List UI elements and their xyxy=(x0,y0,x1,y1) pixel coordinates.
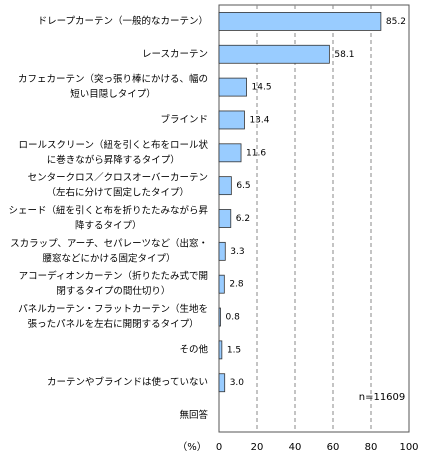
annotation: n=11609 xyxy=(359,392,406,403)
value-label: 85.2 xyxy=(386,17,406,27)
y-tick-label: 降するタイプ） xyxy=(75,220,142,232)
value-label: 3.0 xyxy=(230,378,245,388)
y-tick-label: 張ったパネルを左右に開閉するタイプ） xyxy=(28,318,199,330)
value-label: 14.5 xyxy=(252,83,272,93)
value-label: 6.5 xyxy=(236,181,250,191)
bar xyxy=(218,110,245,130)
y-tick-label: カーテンやブラインドは使っていない xyxy=(47,376,208,388)
x-tick-label: 60 xyxy=(327,442,340,453)
bar xyxy=(218,176,232,196)
bar xyxy=(218,143,242,163)
bar xyxy=(218,307,221,327)
bar xyxy=(218,12,382,31)
value-label: 58.1 xyxy=(334,50,354,60)
y-tick-label: アコーディオンカーテン（折りたたみ式で開 xyxy=(19,270,208,282)
y-tick-label: 腰窓などにかける固定タイプ） xyxy=(43,252,176,264)
y-tick-label: パネルカーテン・フラットカーテン（生地を xyxy=(18,303,208,315)
x-axis-label: （%） xyxy=(177,441,207,453)
y-tick-label: に巻きながら昇降するタイプ） xyxy=(47,154,180,166)
y-tick-label: ブラインド xyxy=(160,113,208,125)
value-label: 13.4 xyxy=(249,115,269,125)
y-tick-label: 短い目隠しタイプ） xyxy=(70,88,156,100)
y-tick-label: 無回答 xyxy=(179,409,208,421)
y-tick-label: （左右に分けて固定したタイプ） xyxy=(47,187,190,199)
y-tick-label: センタークロス／クロスオーバーカーテン xyxy=(28,173,208,184)
value-label: 3.3 xyxy=(230,247,244,257)
bar xyxy=(218,77,247,97)
bar xyxy=(218,209,232,228)
bar xyxy=(218,274,225,294)
y-tick-label: その他 xyxy=(179,343,208,355)
y-tick-label: ロールスクリーン（紐を引くと布をロール状 xyxy=(18,139,208,151)
bar xyxy=(218,241,226,261)
value-label: 0.8 xyxy=(226,313,241,323)
bar xyxy=(218,44,330,64)
bar xyxy=(218,340,223,360)
y-tick-label: カフェカーテン（突っ張り棒にかける、幅の xyxy=(18,73,208,85)
value-label: 11.6 xyxy=(246,148,266,158)
y-tick-label: 閉するタイプの間仕切り） xyxy=(56,285,170,297)
value-label: 2.8 xyxy=(229,280,244,290)
x-tick-label: 20 xyxy=(251,442,264,453)
y-tick-label: ドレープカーテン（一般的なカーテン） xyxy=(38,15,208,27)
x-tick-label: 100 xyxy=(399,442,418,453)
y-tick-label: シェード（紐を引くと布を折りたたみながら昇 xyxy=(8,205,208,217)
x-tick-label: 40 xyxy=(289,442,302,453)
value-label: 6.2 xyxy=(236,214,250,224)
x-tick-label: 80 xyxy=(365,442,378,453)
value-label: 1.5 xyxy=(227,345,241,355)
x-tick-label: 0 xyxy=(216,442,222,453)
bar xyxy=(218,373,226,393)
y-tick-label: レースカーテン xyxy=(142,49,208,60)
y-tick-label: スカラップ、アーチ、セパレーツなど（出窓・ xyxy=(10,237,208,249)
